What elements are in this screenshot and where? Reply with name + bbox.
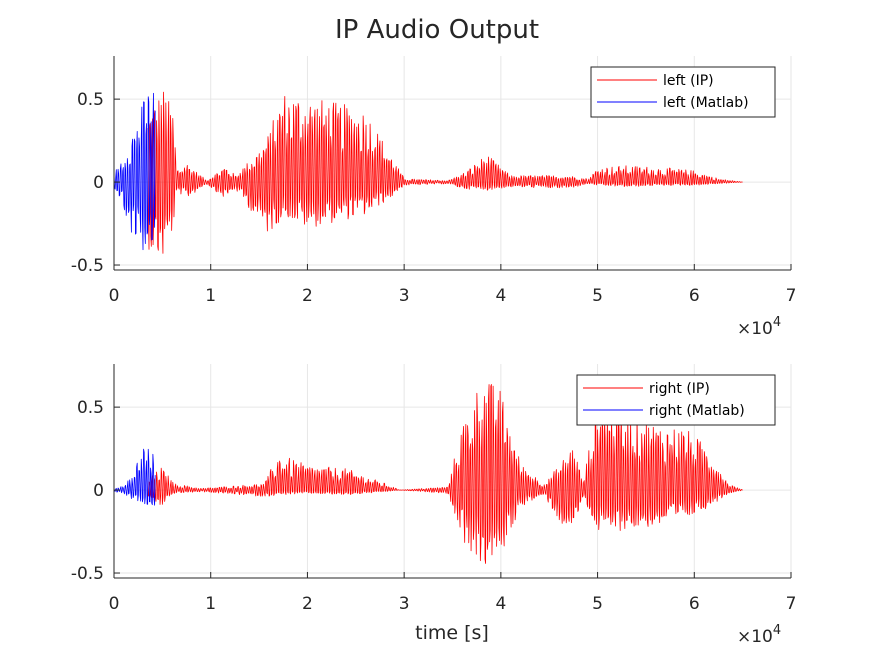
panel-top: 0 1 2 3 4 5 6 70.50-0.5×104 left (IP)left (Matl… [71, 56, 797, 339]
x-tick-label: 6 [689, 594, 700, 614]
legend-box [576, 374, 776, 426]
x-tick-label: 3 [399, 286, 410, 306]
legend-box [590, 66, 776, 118]
x-exponent-label: ×104 [737, 623, 781, 647]
x-tick-label: 7 [786, 594, 797, 614]
waveforms-bottom [113, 384, 743, 564]
x-tick-label: 0 [109, 286, 120, 306]
waveforms-top [113, 91, 743, 254]
legend-entry: left (Matlab) [663, 95, 749, 111]
x-tick-label: 5 [592, 594, 603, 614]
y-tick-label: 0 [93, 173, 104, 193]
x-tick-label: 1 [205, 594, 216, 614]
legend-top: left (IP) left (Matlab) [590, 66, 776, 118]
legend-entry: left (IP) [663, 73, 714, 89]
x-tick-label: 4 [495, 286, 506, 306]
x-tick-label: 0 [109, 594, 120, 614]
series-line [113, 92, 156, 251]
legend-entry: right (IP) [649, 381, 710, 397]
y-tick-label: 0.5 [77, 90, 104, 110]
legend-entry: right (Matlab) [649, 403, 745, 419]
series-line [147, 384, 743, 564]
series-line [147, 91, 743, 254]
x-tick-label: 2 [302, 286, 313, 306]
figure-title: IP Audio Output [335, 15, 539, 45]
series-line [113, 448, 156, 506]
y-tick-label: -0.5 [71, 564, 104, 584]
x-tick-label: 1 [205, 286, 216, 306]
panel-bottom: 0 1 2 3 4 5 6 70.50-0.5×104 right (IP)right (Ma… [71, 364, 797, 647]
x-tick-label: 5 [592, 286, 603, 306]
x-axis-label-bottom: time [s] [415, 622, 489, 644]
x-tick-label: 6 [689, 286, 700, 306]
x-tick-label: 7 [786, 286, 797, 306]
y-tick-label: -0.5 [71, 256, 104, 276]
y-tick-label: 0 [93, 481, 104, 501]
x-tick-label: 4 [495, 594, 506, 614]
legend-bottom: right (IP) right (Matlab) [576, 374, 776, 426]
x-tick-label: 3 [399, 594, 410, 614]
x-tick-label: 2 [302, 594, 313, 614]
y-tick-label: 0.5 [77, 398, 104, 418]
axes-bottom: 0 1 2 3 4 5 6 70.50-0.5×104 [71, 364, 797, 647]
x-exponent-label: ×104 [737, 315, 781, 339]
axes-top: 0 1 2 3 4 5 6 70.50-0.5×104 [71, 56, 797, 339]
